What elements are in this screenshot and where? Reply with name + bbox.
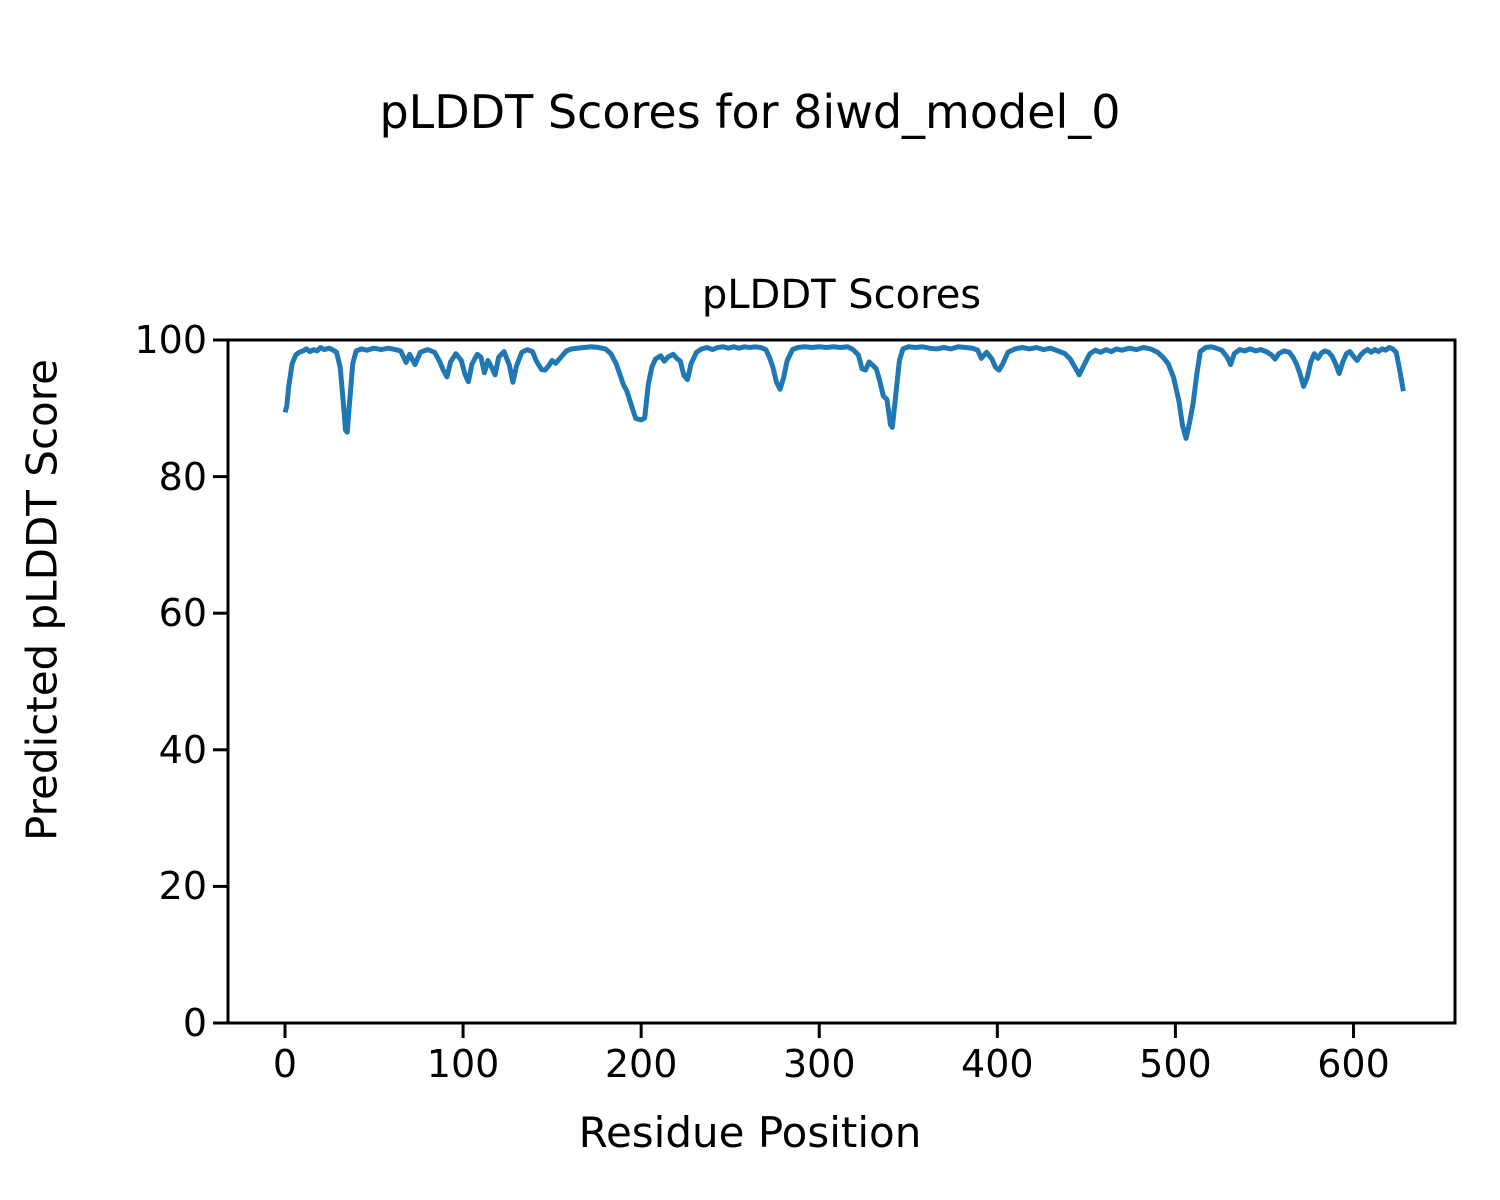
x-tick-label: 600 [1317,1042,1390,1086]
x-tick-label: 0 [272,1042,298,1086]
figure-title: pLDDT Scores for 8iwd_model_0 [379,85,1121,139]
y-tick-label: 80 [158,454,207,499]
y-tick-label: 40 [158,727,207,772]
axes-title: pLDDT Scores [701,272,982,318]
x-tick-label: 200 [604,1042,678,1086]
x-tick-label: 100 [426,1042,500,1086]
y-tick-label: 100 [134,318,207,362]
y-tick-label: 0 [182,1001,207,1045]
x-tick-label: 500 [1139,1042,1212,1086]
x-tick-label: 300 [782,1042,856,1086]
y-tick-label: 20 [158,864,207,909]
x-axis-label: Residue Position [578,1108,922,1157]
x-tick-label: 400 [961,1042,1034,1086]
axes-spines [226,338,1457,1025]
y-tick-label: 60 [158,591,207,636]
plddt-line [282,344,1406,441]
